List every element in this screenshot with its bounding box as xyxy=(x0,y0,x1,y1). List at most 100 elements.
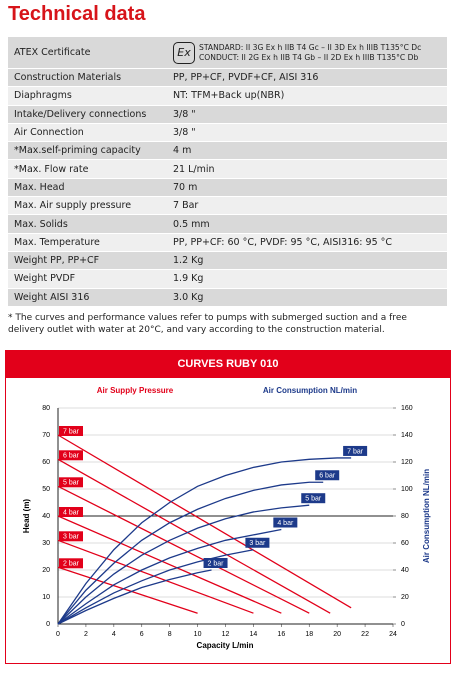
row-label: Max. Air supply pressure xyxy=(14,200,132,212)
row-label: Diaphragms xyxy=(14,90,72,102)
series-line xyxy=(57,434,352,609)
y-tick-label: 70 xyxy=(42,432,50,439)
curve-label-box xyxy=(343,445,368,456)
curve-label: 3 bar xyxy=(63,534,80,541)
curve-label: 5 bar xyxy=(305,496,322,503)
row-label: Weight AISI 316 xyxy=(14,291,90,303)
curve-label: 6 bar xyxy=(63,453,80,460)
x-tick-label: 18 xyxy=(305,631,313,638)
x-tick-label: 4 xyxy=(112,631,116,638)
atex-row: ATEX Certificate Ex STANDARD: II 3G Ex h… xyxy=(8,37,447,69)
y-tick-label: 40 xyxy=(42,513,50,520)
table-row: Diaphragms NT: TFM+Back up(NBR) xyxy=(8,87,447,106)
x-tick-label: 6 xyxy=(140,631,144,638)
atex-lines: STANDARD: II 3G Ex h IIB T4 Gc – II 3D E… xyxy=(199,43,421,63)
table-row: Weight PP, PP+CF 1.2 Kg xyxy=(8,251,447,271)
subtitle: Air Consumption NL/min xyxy=(263,386,357,395)
row-label: Max. Temperature xyxy=(14,236,100,248)
table-row: *Max. Flow rate 21 L/min xyxy=(8,160,447,179)
y-tick-label: 10 xyxy=(42,594,50,601)
y2-tick-label: 160 xyxy=(401,405,413,412)
atex-line: CONDUCT: II 2G Ex h IIB T4 Gb – II 2D Ex… xyxy=(199,52,419,62)
x-tick-label: 20 xyxy=(333,631,341,638)
row-value: 3/8 " xyxy=(173,127,196,139)
curve-label-box xyxy=(59,450,83,461)
table-row: Weight AISI 316 3.0 Kg xyxy=(8,288,447,307)
row-label: *Max.self-priming capacity xyxy=(14,145,141,157)
series-line xyxy=(57,481,324,625)
series-line xyxy=(57,569,212,625)
curve-label-box xyxy=(315,470,340,481)
y2-tick-label: 100 xyxy=(401,486,413,493)
y-tick-label: 0 xyxy=(46,621,50,628)
spec-table: ATEX Certificate Ex STANDARD: II 3G Ex h… xyxy=(8,37,447,307)
curve-label-box xyxy=(59,477,83,488)
y-axis-title: Head (m) xyxy=(22,499,31,534)
series-line xyxy=(57,458,331,614)
series-line xyxy=(57,515,282,614)
row-label: Max. Solids xyxy=(14,218,68,230)
table-row: Max. Air supply pressure 7 Bar xyxy=(8,197,447,216)
y2-tick-label: 60 xyxy=(401,540,409,547)
table-row: Intake/Delivery connections 3/8 " xyxy=(8,105,447,124)
chart-header xyxy=(5,350,451,378)
curve-label: 4 bar xyxy=(63,509,80,516)
chart: CURVES RUBY 010 Air Supply Pressure Air … xyxy=(5,350,451,664)
curve-label: 5 bar xyxy=(63,480,80,487)
curve-label-box xyxy=(59,558,83,569)
table-row: Construction Materials PP, PP+CF, PVDF+CF… xyxy=(8,69,447,88)
x-tick-label: 16 xyxy=(277,631,285,638)
curve-label: 7 bar xyxy=(63,428,80,435)
row-value: 1.9 Kg xyxy=(173,273,204,285)
row-value: 3.0 Kg xyxy=(173,291,204,303)
y2-axis-title: Air Consumption NL/min xyxy=(422,469,431,563)
curve-label-box xyxy=(273,517,298,528)
curve-label: 7 bar xyxy=(347,448,364,455)
y2-tick-label: 120 xyxy=(401,459,413,466)
series-line xyxy=(57,528,282,625)
x-tick-label: 22 xyxy=(361,631,369,638)
table-row: Weight PVDF 1.9 Kg xyxy=(8,270,447,289)
page-title: Technical data xyxy=(8,3,146,25)
row-value: 21 L/min xyxy=(173,163,215,175)
row-label: Weight PP, PP+CF xyxy=(14,255,100,267)
row-label: ATEX Certificate xyxy=(14,47,91,58)
table-row: Max. Temperature PP, PP+CF: 60 °C, PVDF: … xyxy=(8,233,447,252)
atex-line: STANDARD: II 3G Ex h IIB T4 Gc – II 3D E… xyxy=(199,42,422,52)
y-tick-label: 50 xyxy=(42,486,50,493)
x-tick-label: 12 xyxy=(222,631,230,638)
y2-tick-label: 140 xyxy=(401,432,413,439)
atex-value: Ex STANDARD: II 3G Ex h IIB T4 Gc – II 3… xyxy=(165,41,447,64)
y2-tick-label: 20 xyxy=(401,594,409,601)
curve-label-box xyxy=(59,426,83,436)
row-label: Intake/Delivery connections xyxy=(14,108,147,120)
ex-symbol: Ex xyxy=(173,41,195,64)
x-tick-label: 10 xyxy=(194,631,202,638)
row-label: Air Connection xyxy=(14,127,84,139)
series-line xyxy=(57,485,310,614)
series-line xyxy=(57,504,310,625)
curve-label: 2 bar xyxy=(208,560,225,567)
row-value: 3/8 " xyxy=(173,108,196,120)
curve-label: 6 bar xyxy=(319,473,336,480)
x-tick-label: 0 xyxy=(56,631,60,638)
row-value: PP, PP+CF, PVDF+CF, AISI 316 xyxy=(173,72,319,84)
series-line xyxy=(57,539,254,614)
series-line xyxy=(57,457,352,625)
y-tick-label: 20 xyxy=(42,567,50,574)
x-axis-title: Capacity L/min xyxy=(197,641,254,650)
x-tick-label: 14 xyxy=(250,631,258,638)
curve-label-box xyxy=(301,493,326,504)
series-line xyxy=(57,566,198,614)
table-row: Air Connection 3/8 " xyxy=(8,123,447,143)
row-label: *Max. Flow rate xyxy=(14,163,89,175)
table-row: *Max.self-priming capacity 4 m xyxy=(8,142,447,161)
curve-label-box xyxy=(59,531,83,542)
row-value: NT: TFM+Back up(NBR) xyxy=(173,90,285,102)
y-tick-label: 30 xyxy=(42,540,50,547)
footnote: * The curves and performance values refe… xyxy=(8,313,407,335)
row-label: Construction Materials xyxy=(14,72,122,84)
row-value: 70 m xyxy=(173,181,198,193)
y2-tick-label: 0 xyxy=(401,621,405,628)
